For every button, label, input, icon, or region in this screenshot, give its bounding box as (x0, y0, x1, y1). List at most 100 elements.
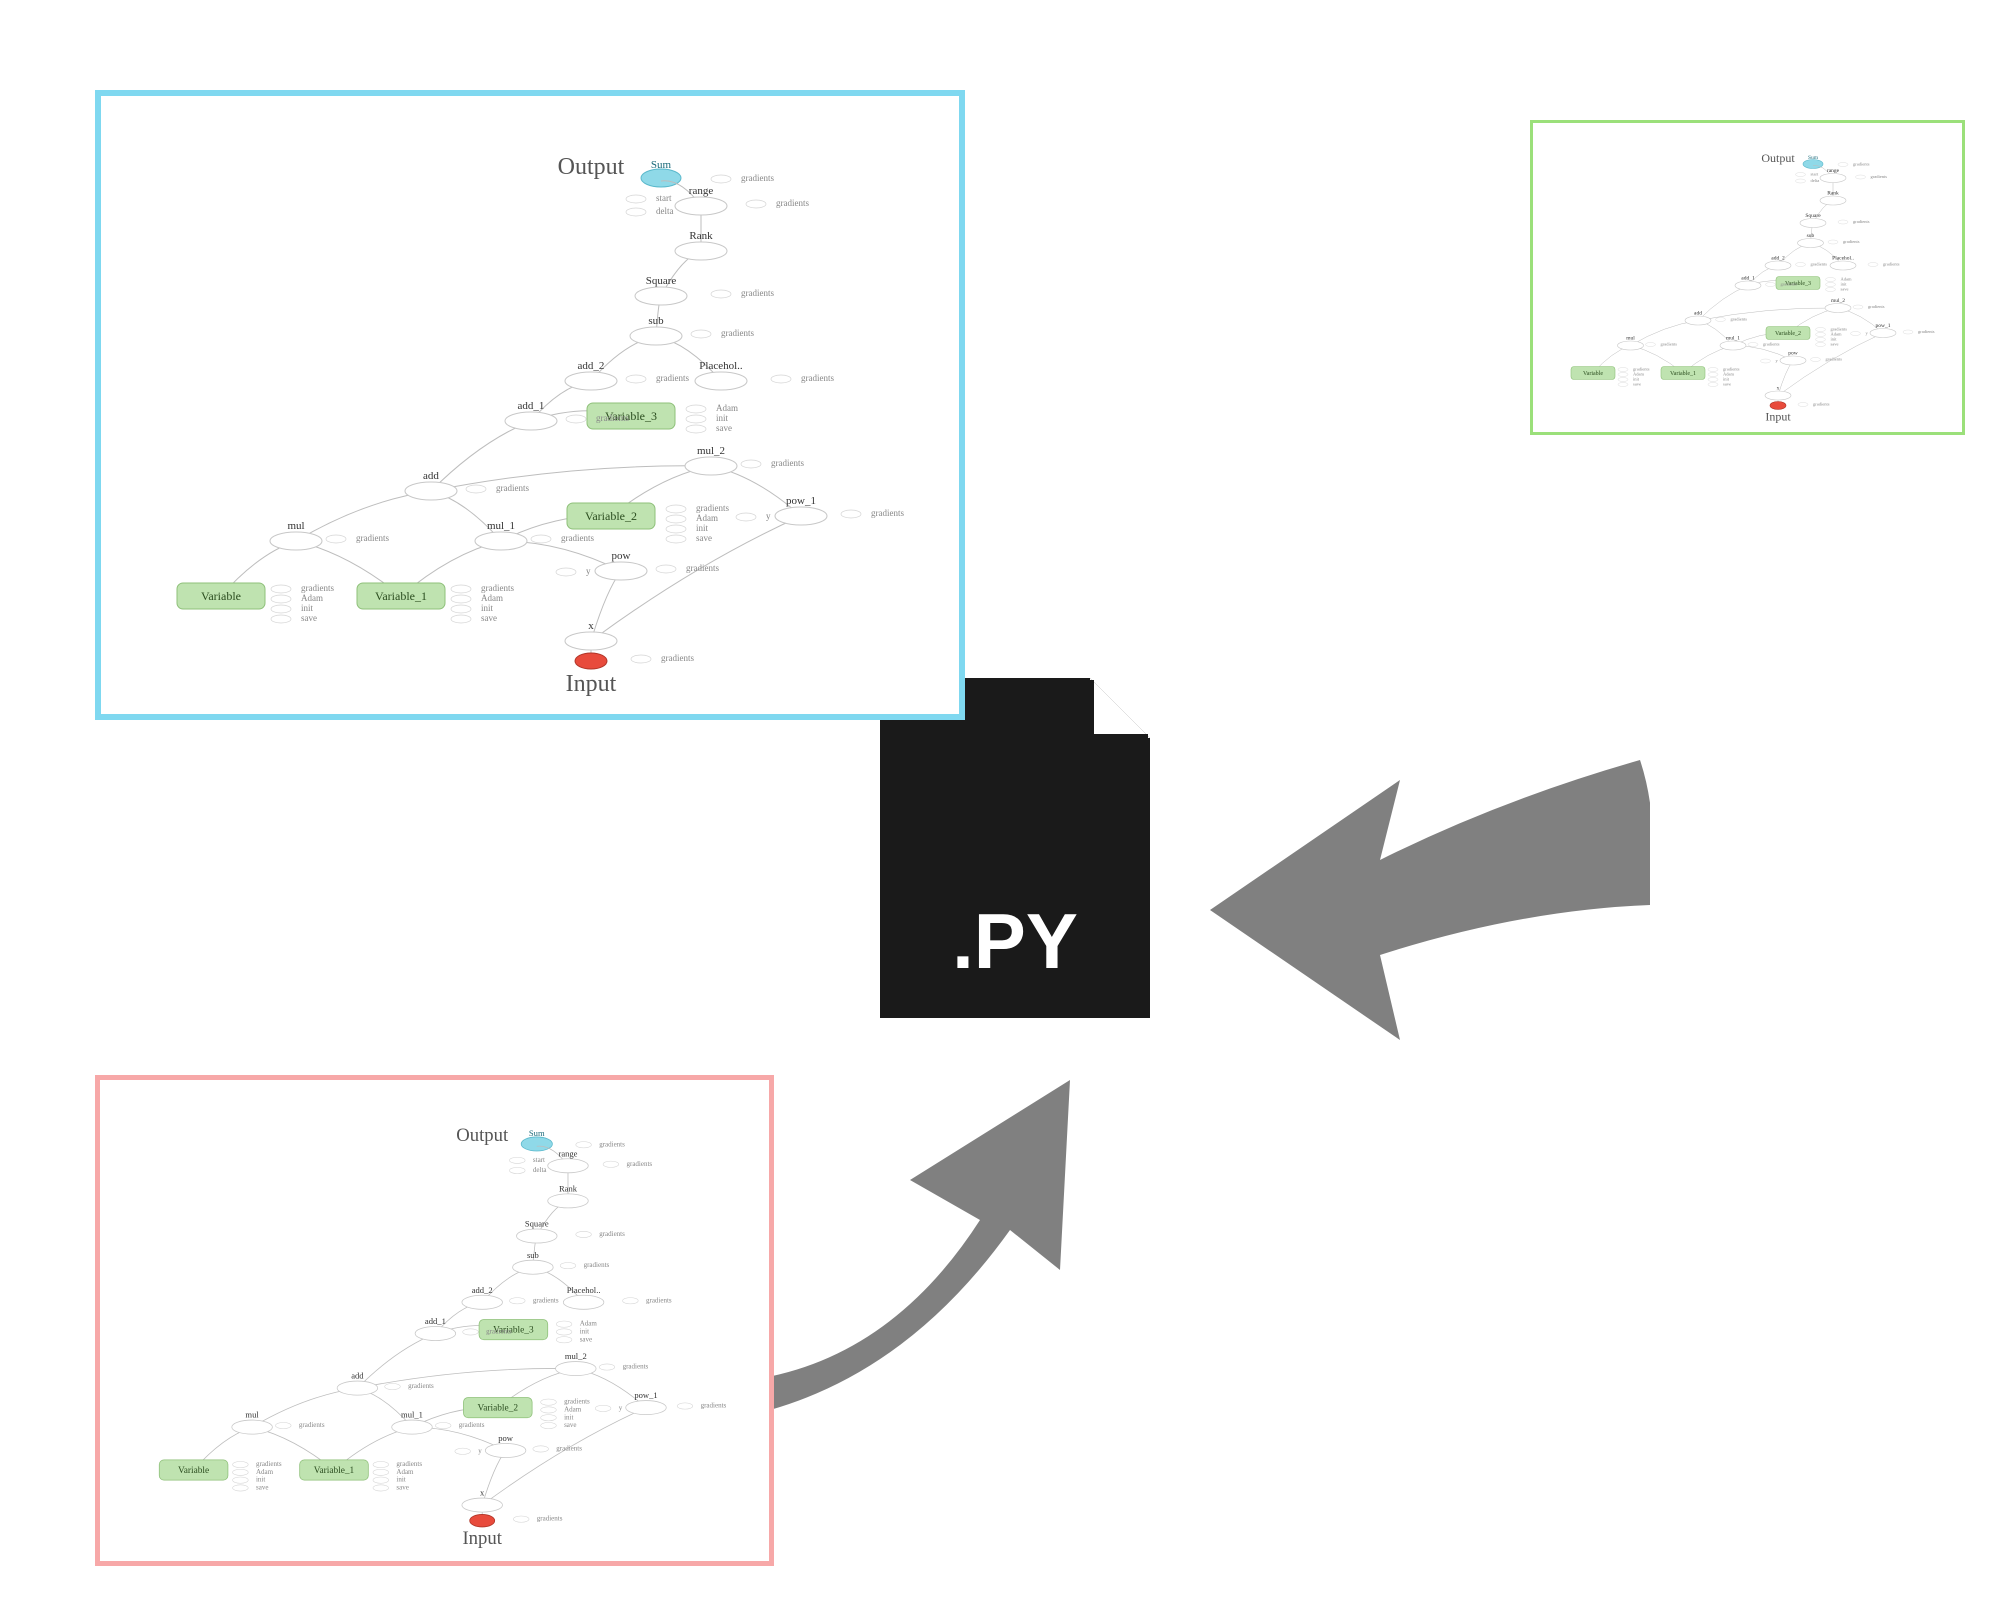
aux-label: Adam (396, 1468, 414, 1476)
aux-node-icon (451, 615, 471, 623)
op-node (595, 562, 647, 580)
aux-node-icon (771, 375, 791, 383)
op-node (1870, 329, 1896, 338)
aux-label: y (478, 1447, 482, 1455)
op-node (1830, 261, 1856, 270)
op-node (1825, 304, 1851, 313)
aux-label: Adam (716, 403, 738, 413)
sum-node (521, 1137, 552, 1151)
op-label: mul (287, 520, 304, 532)
op-label: add (423, 470, 439, 482)
graph-output-label: Output (456, 1125, 509, 1146)
op-node (415, 1326, 456, 1340)
aux-node-icon (603, 1161, 619, 1167)
aux-label: gradients (496, 483, 529, 493)
aux-label: gradients (721, 328, 754, 338)
graph-output-label: Output (1761, 151, 1795, 165)
aux-node-icon (666, 525, 686, 533)
aux-node-icon (841, 510, 861, 518)
aux-node-icon (1903, 330, 1913, 334)
op-node (270, 532, 322, 550)
aux-node-icon (1851, 332, 1861, 336)
op-node (548, 1194, 589, 1208)
variable-label: Variable_1 (1670, 371, 1696, 377)
aux-label: gradients (1763, 342, 1780, 347)
aux-label: gradients (741, 288, 774, 298)
aux-label: delta (533, 1166, 547, 1174)
aux-node-icon (666, 505, 686, 513)
op-label: mul_2 (697, 445, 725, 457)
aux-node-icon (1618, 383, 1628, 387)
aux-node-icon (271, 585, 291, 593)
aux-node-icon (556, 1321, 572, 1327)
aux-node-icon (686, 425, 706, 433)
aux-label: gradients (701, 1402, 727, 1410)
aux-node-icon (666, 515, 686, 523)
sum-label: Sum (651, 159, 672, 171)
aux-node-icon (631, 655, 651, 663)
input-node (1770, 402, 1786, 410)
input-node (575, 653, 607, 669)
op-label: pow_1 (1876, 323, 1891, 329)
graph-edge (431, 421, 531, 491)
aux-node-icon (1816, 333, 1826, 337)
aux-label: gradients (801, 373, 834, 383)
aux-label: gradients (1826, 357, 1843, 362)
aux-node-icon (1716, 318, 1726, 322)
aux-node-icon (1826, 283, 1836, 287)
variable-label: Variable_1 (314, 1466, 355, 1476)
aux-node-icon (385, 1383, 401, 1389)
aux-node-icon (1798, 403, 1808, 407)
op-label: pow_1 (786, 495, 816, 507)
arrow-from-green (1200, 740, 1650, 1080)
aux-label: start (533, 1156, 545, 1164)
op-node (405, 482, 457, 500)
aux-label: y (1866, 331, 1869, 336)
aux-label: save (1831, 342, 1839, 347)
op-label: Placehol.. (699, 360, 743, 372)
aux-node-icon (556, 1337, 572, 1343)
aux-label: delta (656, 206, 674, 216)
op-label: x (480, 1488, 485, 1498)
aux-label: gradients (656, 373, 689, 383)
op-label: mul_2 (565, 1351, 587, 1361)
aux-label: start (656, 193, 672, 203)
aux-label: gradients (1853, 162, 1870, 167)
op-node (675, 242, 727, 260)
op-node (685, 457, 737, 475)
op-node (1618, 341, 1644, 350)
op-node (630, 327, 682, 345)
op-node (1798, 239, 1824, 248)
op-node (635, 287, 687, 305)
aux-node-icon (656, 565, 676, 573)
aux-label: Adam (481, 593, 503, 603)
op-node (1820, 174, 1846, 183)
variable-label: Variable_2 (1775, 331, 1801, 337)
op-node (1765, 391, 1791, 400)
graph-input-label: Input (566, 671, 617, 697)
aux-node-icon (576, 1142, 592, 1148)
aux-label: save (1841, 287, 1849, 292)
aux-label: gradients (686, 563, 719, 573)
aux-node-icon (233, 1477, 249, 1483)
op-label: mul_1 (487, 520, 515, 532)
sum-node (641, 169, 681, 187)
aux-node-icon (451, 595, 471, 603)
variable-label: Variable_2 (585, 509, 637, 523)
aux-node-icon (1708, 383, 1718, 387)
variable-label: Variable_1 (375, 589, 427, 603)
aux-node-icon (326, 535, 346, 543)
op-label: sub (1807, 233, 1815, 239)
aux-node-icon (1828, 240, 1838, 244)
aux-label: save (564, 1421, 576, 1429)
aux-node-icon (1826, 278, 1836, 282)
aux-node-icon (541, 1422, 557, 1428)
aux-label: delta (1811, 178, 1820, 183)
aux-node-icon (1618, 378, 1628, 382)
aux-node-icon (1838, 220, 1848, 224)
op-node (675, 197, 727, 215)
aux-node-icon (623, 1298, 639, 1304)
aux-label: gradients (1661, 342, 1678, 347)
aux-node-icon (1796, 263, 1806, 267)
aux-label: y (1776, 358, 1779, 363)
